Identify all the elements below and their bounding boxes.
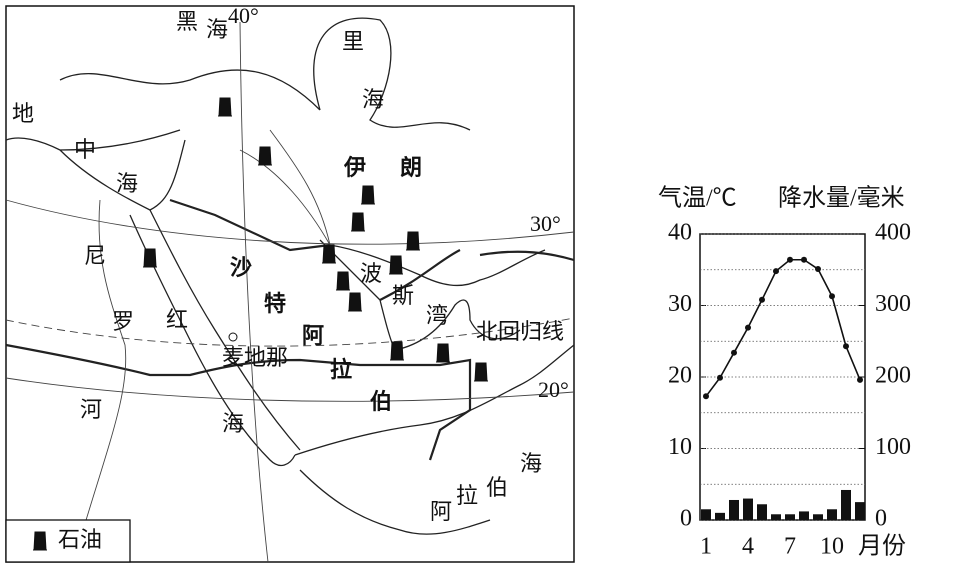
label: 中	[74, 137, 96, 162]
temperature-point	[759, 296, 765, 303]
temperature-line	[705, 258, 861, 397]
label: 海	[116, 171, 138, 196]
meridian-40	[239, 21, 269, 563]
label: 阿	[430, 499, 452, 524]
label: 河	[80, 397, 102, 422]
label: 北回归线	[476, 319, 564, 344]
map: 黑 海 里 海 地 中 海 伊 朗 尼 罗 河 红 海 沙 特 阿 拉 伯 波 …	[5, 3, 575, 563]
x-tick-label: 4	[742, 534, 754, 560]
label: 尼	[84, 243, 106, 268]
label: 伊	[343, 155, 366, 180]
label: 湾	[426, 303, 448, 328]
label: 40°	[228, 3, 259, 28]
temperature-point	[843, 343, 849, 350]
bar	[757, 504, 767, 520]
label: 伯	[370, 389, 392, 414]
temperature-point	[857, 376, 863, 383]
label: 阿	[302, 323, 324, 348]
bar	[855, 502, 865, 520]
label: 拉	[456, 483, 478, 508]
temperature-point	[815, 266, 821, 273]
label: 20°	[538, 377, 569, 402]
bar	[771, 514, 781, 520]
border	[5, 198, 575, 461]
temperature-point	[731, 349, 737, 356]
bar	[813, 514, 823, 520]
label: 海	[206, 17, 228, 42]
x-axis-title: 月份	[858, 533, 906, 560]
x-tick-label: 1	[700, 534, 712, 560]
temperature-point	[773, 268, 779, 275]
bar	[743, 498, 753, 520]
label: 特	[264, 291, 286, 316]
label: 海	[362, 87, 384, 112]
legend-symbol	[32, 531, 48, 551]
gulf-coast	[319, 239, 546, 351]
arabia-south-coast	[294, 344, 575, 535]
bar	[841, 489, 851, 520]
label: 伯	[486, 475, 508, 500]
bar	[785, 514, 795, 520]
y2-axis-title: 降水量/毫米	[778, 185, 905, 212]
x-tick-label: 7	[784, 534, 796, 560]
map-frame	[5, 5, 575, 563]
y2-tick-label: 100	[875, 434, 911, 460]
label: 30°	[530, 211, 561, 236]
y2-tick-label: 300	[875, 291, 911, 317]
label: 地	[12, 101, 34, 126]
temperature-point	[801, 256, 807, 263]
latitude-20	[5, 377, 575, 402]
label: 波	[360, 261, 382, 286]
temperature-point	[829, 293, 835, 300]
y2-tick-label: 200	[875, 363, 911, 389]
red-sea-coast	[129, 209, 301, 467]
label: 海	[222, 411, 244, 436]
label: 海	[520, 451, 542, 476]
label: 黑	[176, 9, 198, 34]
bar	[715, 512, 725, 520]
temperature-point	[745, 324, 751, 331]
temperature-point	[787, 256, 793, 263]
label: 罗	[112, 309, 134, 334]
bar	[827, 509, 837, 520]
label: 沙	[230, 255, 252, 280]
river	[79, 129, 331, 541]
label: 麦地那	[222, 345, 288, 370]
y-tick-label: 0	[680, 506, 692, 532]
x-tick-label: 10	[820, 534, 844, 560]
legend-label: 石油	[58, 527, 102, 552]
y-tick-label: 10	[668, 434, 692, 460]
y2-tick-label: 0	[875, 506, 887, 532]
y-tick-label: 30	[668, 291, 692, 317]
legend-box	[5, 519, 131, 563]
label: 红	[166, 307, 188, 332]
bar	[799, 511, 809, 520]
medina-point	[228, 332, 238, 342]
y-axis-title: 气温/℃	[658, 185, 737, 212]
label: 朗	[400, 155, 422, 180]
coastline	[5, 17, 471, 211]
temperature-point	[717, 374, 723, 381]
y-tick-label: 20	[668, 363, 692, 389]
bar	[701, 509, 711, 520]
y2-tick-label: 400	[875, 220, 911, 246]
y-tick-label: 40	[668, 220, 692, 246]
bar	[729, 499, 739, 520]
label: 里	[342, 29, 364, 54]
temperature-point	[703, 393, 709, 400]
label: 拉	[330, 357, 352, 382]
label: 斯	[392, 283, 414, 308]
latitude-30	[5, 199, 575, 245]
